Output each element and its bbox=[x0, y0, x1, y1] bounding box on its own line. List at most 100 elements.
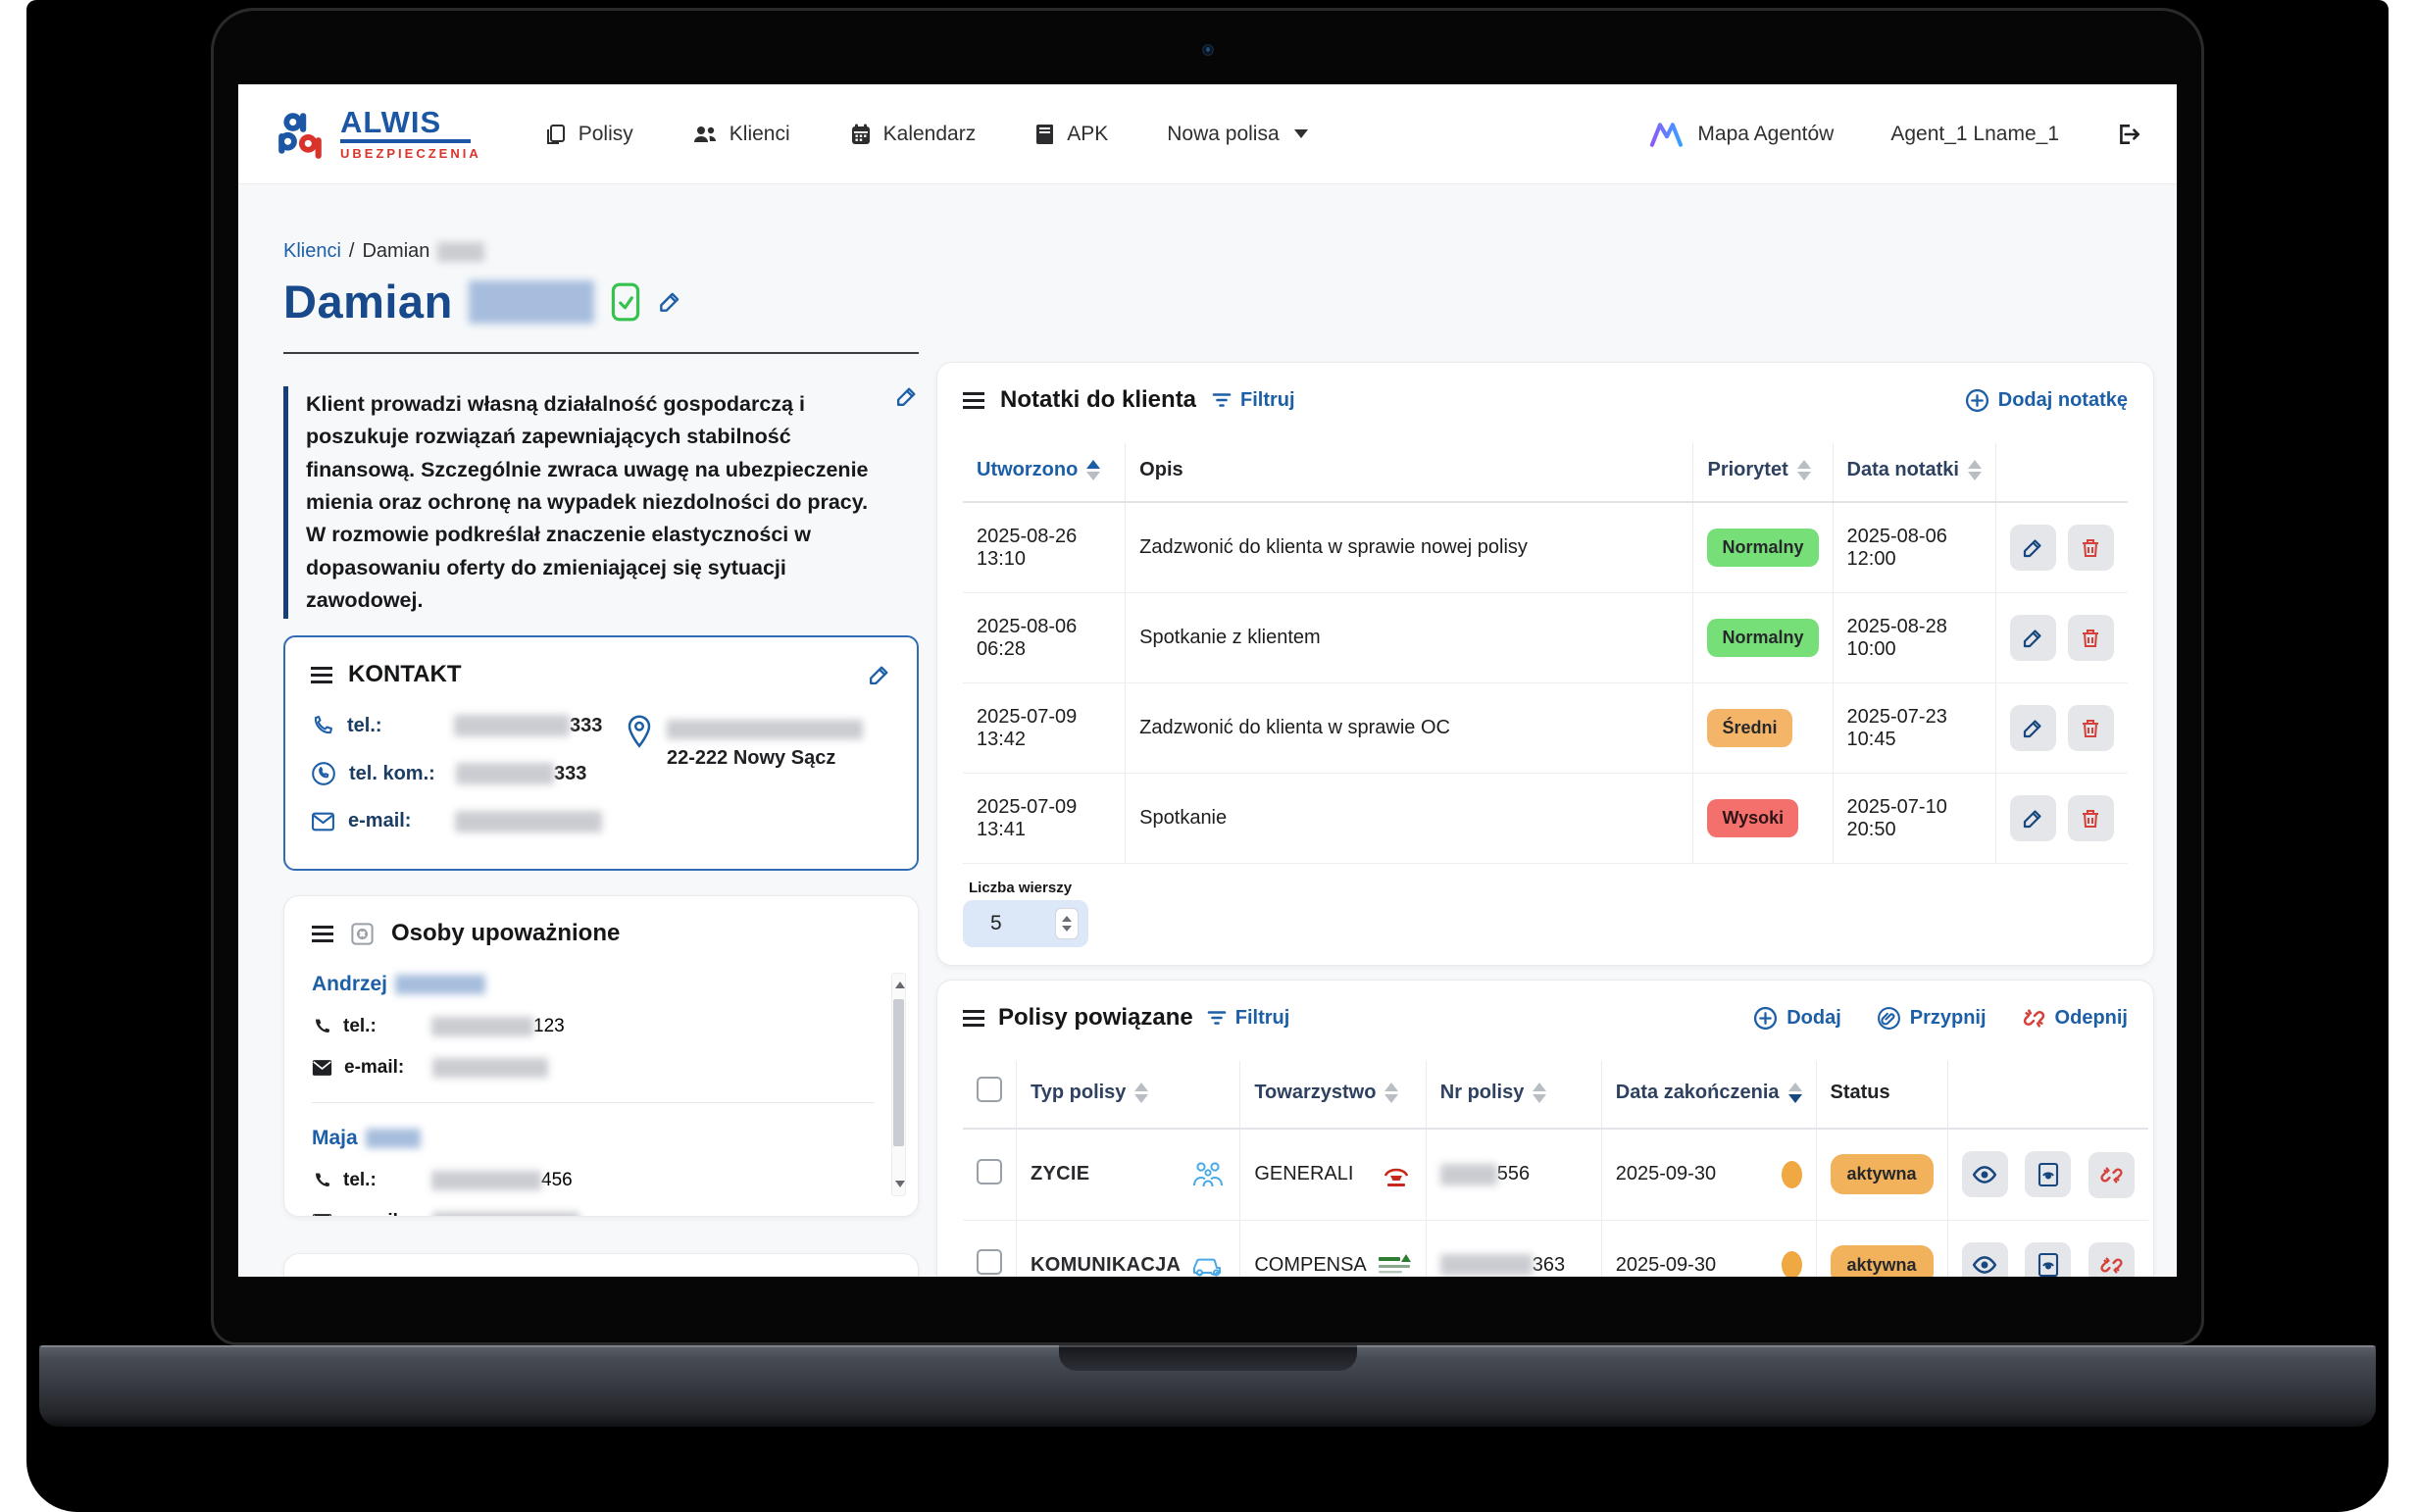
contact-left: tel.: 333 tel. kom.: bbox=[311, 714, 625, 856]
redacted-surname bbox=[395, 975, 486, 995]
add-note-button[interactable]: Dodaj notatkę bbox=[1965, 388, 2128, 413]
col-header-status[interactable]: Status bbox=[1815, 1061, 1948, 1130]
edit-contact-button[interactable] bbox=[867, 663, 891, 687]
person-item: Maja tel.: 456 bbox=[312, 1127, 875, 1217]
breadcrumb-separator: / bbox=[348, 240, 355, 262]
priority-badge: Normalny bbox=[1707, 529, 1819, 567]
col-header-utworzono[interactable]: Utworzono bbox=[963, 443, 1126, 503]
delete-note-button[interactable] bbox=[2067, 705, 2114, 751]
laptop-base bbox=[39, 1345, 2376, 1427]
nav-item-apk[interactable]: APK bbox=[1034, 123, 1108, 146]
edit-note-button[interactable] bbox=[2009, 615, 2056, 661]
tel-value: 333 bbox=[454, 715, 602, 737]
scroll-up-icon[interactable] bbox=[895, 982, 905, 989]
row-checkbox[interactable] bbox=[977, 1249, 1002, 1276]
alwis-logo[interactable]: ALWIS UBEZPIECZENIA bbox=[274, 107, 481, 162]
user-name[interactable]: Agent_1 Lname_1 bbox=[1890, 122, 2059, 145]
scrollbar-thumb[interactable] bbox=[893, 999, 904, 1147]
notes-filter-button[interactable]: Filtruj bbox=[1212, 389, 1295, 412]
person-tel-row: tel.: 456 bbox=[312, 1170, 875, 1191]
add-policy-button[interactable]: Dodaj bbox=[1753, 1006, 1841, 1031]
col-label: Status bbox=[1830, 1081, 1890, 1103]
edit-client-button[interactable] bbox=[657, 289, 682, 315]
laptop-screen-frame: ALWIS UBEZPIECZENIA Polisy Klienci bbox=[211, 8, 2204, 1345]
rows-count-stepper[interactable] bbox=[1055, 908, 1079, 939]
address-city: 22-222 Nowy Sącz bbox=[667, 747, 836, 770]
nav-item-polisy[interactable]: Polisy bbox=[544, 123, 633, 146]
unlink-policy-button[interactable] bbox=[2088, 1242, 2135, 1277]
policies-actions: Dodaj Przypnij bbox=[1753, 1006, 2128, 1031]
nav-item-kalendarz[interactable]: Kalendarz bbox=[849, 123, 976, 146]
view-policy-button[interactable] bbox=[1961, 1241, 2008, 1277]
mobile-value: 333 bbox=[456, 763, 586, 785]
vault-icon bbox=[351, 923, 374, 945]
policy-document-button[interactable] bbox=[2025, 1241, 2072, 1277]
logout-icon[interactable] bbox=[2116, 122, 2141, 147]
person-name[interactable]: Maja bbox=[312, 1127, 875, 1150]
stepper-up-icon[interactable] bbox=[1062, 916, 1072, 922]
col-header-towarzystwo[interactable]: Towarzystwo bbox=[1239, 1061, 1427, 1130]
edit-note-button[interactable] bbox=[2009, 525, 2056, 571]
pencil-icon bbox=[2024, 629, 2042, 647]
note-created: 2025-08-26 13:10 bbox=[963, 502, 1126, 593]
unlink-policy-button[interactable] bbox=[2088, 1151, 2135, 1198]
unpin-policy-button[interactable]: Odepnij bbox=[2022, 1006, 2128, 1031]
select-all-checkbox[interactable] bbox=[977, 1077, 1002, 1102]
edit-note-button[interactable] bbox=[2009, 795, 2056, 841]
breadcrumb-klienci[interactable]: Klienci bbox=[283, 240, 341, 262]
col-header-typ-polisy[interactable]: Typ polisy bbox=[1015, 1061, 1240, 1130]
alwis-logo-mark bbox=[278, 112, 322, 159]
policy-number-suffix: 363 bbox=[1532, 1253, 1566, 1276]
col-label: Towarzystwo bbox=[1254, 1081, 1377, 1103]
filter-label: Filtruj bbox=[1240, 388, 1295, 411]
plus-circle-icon bbox=[1754, 1006, 1778, 1030]
nav-item-nowa-polisa[interactable]: Nowa polisa bbox=[1167, 123, 1308, 146]
drag-handle-icon[interactable] bbox=[311, 666, 332, 683]
edit-note-button[interactable] bbox=[2009, 705, 2056, 751]
scroll-down-icon[interactable] bbox=[895, 1181, 905, 1188]
scrollbar[interactable] bbox=[891, 973, 906, 1197]
trash-icon bbox=[2083, 629, 2099, 647]
col-header-opis[interactable]: Opis bbox=[1125, 443, 1693, 503]
stepper-down-icon[interactable] bbox=[1062, 926, 1072, 932]
note-description: Spotkanie bbox=[1125, 773, 1693, 864]
row-checkbox[interactable] bbox=[977, 1158, 1002, 1184]
compensa-logo bbox=[1378, 1254, 1411, 1274]
redacted-phone bbox=[454, 715, 570, 737]
col-header-data-notatki[interactable]: Data notatki bbox=[1832, 443, 1996, 503]
map-agents-link[interactable]: Mapa Agentów bbox=[1648, 121, 1834, 148]
rows-count-value[interactable]: 5 bbox=[990, 912, 1002, 934]
note-created: 2025-07-09 13:41 bbox=[963, 773, 1126, 864]
drag-handle-icon[interactable] bbox=[312, 925, 333, 942]
col-header-data-zakonczenia[interactable]: Data zakończenia bbox=[1600, 1061, 1817, 1130]
pencil-icon bbox=[2024, 538, 2042, 557]
drag-handle-icon[interactable] bbox=[963, 1009, 984, 1027]
delete-note-button[interactable] bbox=[2067, 525, 2114, 571]
col-header-nr-polisy[interactable]: Nr polisy bbox=[1425, 1061, 1602, 1130]
policy-document-button[interactable] bbox=[2025, 1151, 2072, 1197]
person-name[interactable]: Andrzej bbox=[312, 973, 875, 996]
view-policy-button[interactable] bbox=[1961, 1151, 2008, 1197]
drag-handle-icon[interactable] bbox=[963, 391, 984, 409]
expiry-indicator-dot bbox=[1781, 1160, 1802, 1188]
notes-table-header-row: Utworzono Opis Priorytet Data notatki bbox=[963, 443, 2128, 503]
col-label: Utworzono bbox=[977, 459, 1079, 480]
col-header-priorytet[interactable]: Priorytet bbox=[1692, 443, 1834, 503]
redacted-phone bbox=[456, 763, 554, 785]
delete-note-button[interactable] bbox=[2067, 795, 2114, 841]
policy-row: ZYCIE GENERALI bbox=[963, 1129, 2148, 1221]
contact-address: 22-222 Nowy Sącz bbox=[625, 714, 891, 856]
edit-summary-button[interactable] bbox=[894, 384, 919, 409]
note-created: 2025-08-06 06:28 bbox=[963, 592, 1126, 683]
pin-policy-button[interactable]: Przypnij bbox=[1877, 1006, 1987, 1031]
pencil-icon bbox=[870, 666, 888, 684]
delete-note-button[interactable] bbox=[2067, 615, 2114, 661]
policies-filter-button[interactable]: Filtruj bbox=[1207, 1007, 1289, 1030]
sort-icon bbox=[1134, 1082, 1149, 1103]
brand-subtitle: UBEZPIECZENIA bbox=[340, 145, 481, 161]
nav-item-klienci[interactable]: Klienci bbox=[692, 123, 790, 146]
authorized-card-header: Osoby upoważnione bbox=[312, 920, 875, 947]
add-note-label: Dodaj notatkę bbox=[1997, 388, 2128, 411]
tel-suffix: 123 bbox=[533, 1016, 565, 1037]
policy-type: KOMUNIKACJA bbox=[1031, 1253, 1182, 1276]
